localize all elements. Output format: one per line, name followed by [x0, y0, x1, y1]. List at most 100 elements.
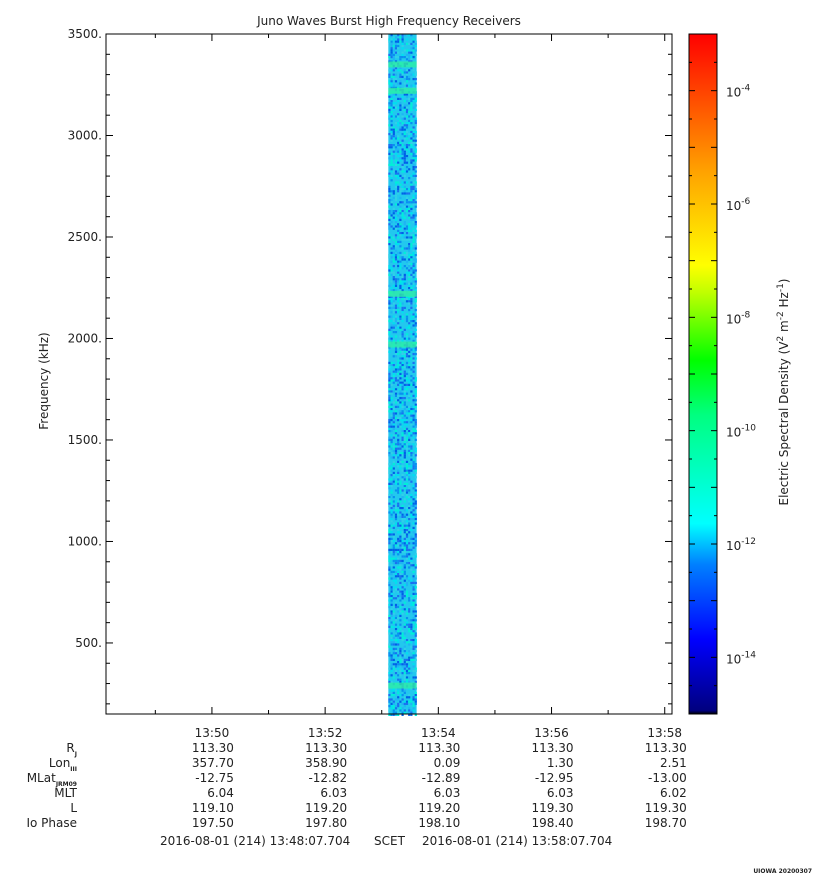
heatmap-cell	[388, 368, 391, 371]
heatmap-cell	[414, 298, 417, 301]
heatmap-cell	[408, 465, 411, 468]
heatmap-cell	[412, 262, 415, 265]
heatmap-cell	[399, 658, 402, 661]
heatmap-cell	[412, 348, 415, 351]
ephemeris-value: -12.89	[422, 771, 461, 785]
heatmap-cell	[399, 218, 402, 221]
heatmap-cell	[408, 111, 411, 114]
heatmap-cell	[390, 392, 393, 395]
heatmap-cell	[405, 443, 409, 446]
heatmap-cell	[397, 359, 400, 362]
heatmap-cell	[410, 326, 413, 329]
heatmap-cell	[403, 254, 406, 257]
heatmap-cell	[405, 108, 409, 111]
heatmap-cell	[414, 614, 417, 617]
heatmap-cell	[388, 546, 391, 549]
heatmap-cell	[399, 412, 402, 415]
heatmap-cell	[414, 49, 417, 52]
heatmap-cell	[394, 56, 398, 59]
heatmap-cell	[390, 588, 393, 591]
heatmap-cell	[390, 201, 393, 204]
heatmap-cell	[392, 414, 395, 417]
heatmap-cell	[403, 251, 406, 254]
heatmap-cell	[392, 238, 395, 241]
heatmap-cell	[414, 449, 417, 452]
heatmap-cell	[408, 265, 411, 268]
heatmap-cell	[399, 511, 402, 514]
heatmap-cell	[399, 535, 402, 538]
heatmap-cell	[408, 188, 411, 191]
heatmap-cell	[408, 566, 411, 569]
heatmap-cell	[405, 361, 409, 364]
heatmap-cell	[414, 243, 417, 246]
heatmap-cell	[414, 71, 417, 74]
heatmap-cell	[408, 672, 411, 675]
colorbar-label-exp2: -2	[776, 311, 786, 320]
heatmap-cell	[394, 416, 398, 419]
heatmap-cell	[399, 240, 402, 243]
heatmap-cell	[390, 269, 393, 272]
heatmap-cell	[408, 227, 411, 230]
heatmap-cell	[410, 597, 413, 600]
heatmap-cell	[388, 599, 391, 602]
heatmap-cell	[403, 282, 406, 285]
heatmap-cell	[412, 181, 415, 184]
heatmap-cell	[403, 221, 406, 224]
heatmap-cell	[392, 320, 395, 323]
heatmap-cell	[408, 502, 411, 505]
heatmap-cell	[390, 416, 393, 419]
heatmap-cell	[388, 188, 391, 191]
heatmap-cell	[390, 390, 393, 393]
heatmap-cell	[397, 225, 400, 228]
heatmap-cell	[405, 282, 409, 285]
heatmap-cell	[403, 366, 406, 369]
heatmap-cell	[403, 375, 406, 378]
heatmap-cell	[390, 610, 393, 613]
heatmap-cell	[410, 141, 413, 144]
heatmap-cell	[414, 654, 417, 657]
heatmap-cell	[392, 45, 395, 48]
heatmap-cell	[390, 34, 393, 37]
heatmap-cell	[403, 159, 406, 162]
heatmap-cell	[414, 537, 417, 540]
heatmap-cell	[397, 353, 400, 356]
heatmap-cell	[397, 324, 400, 327]
heatmap-cell	[403, 388, 406, 391]
heatmap-cell	[401, 333, 404, 336]
heatmap-cell	[388, 696, 391, 699]
heatmap-cell	[397, 135, 400, 138]
heatmap-cell	[408, 469, 411, 472]
heatmap-cell	[403, 34, 406, 37]
heatmap-cell	[401, 212, 404, 215]
heatmap-cell	[405, 111, 409, 114]
heatmap-cell	[390, 537, 393, 540]
heatmap-cell	[399, 573, 402, 576]
heatmap-cell	[399, 592, 402, 595]
heatmap-cell	[394, 542, 398, 545]
heatmap-cell	[412, 487, 415, 490]
heatmap-cell	[388, 320, 391, 323]
heatmap-cell	[394, 249, 398, 252]
heatmap-cell	[412, 577, 415, 580]
heatmap-cell	[399, 700, 402, 703]
heatmap-cell	[399, 188, 402, 191]
heatmap-cell	[412, 247, 415, 250]
heatmap-cell	[399, 144, 402, 147]
heatmap-cell	[399, 663, 402, 666]
heatmap-cell	[390, 564, 393, 567]
heatmap-cell	[412, 157, 415, 160]
heatmap-cell	[392, 625, 395, 628]
heatmap-cell	[403, 619, 406, 622]
heatmap-cell	[408, 119, 411, 122]
heatmap-cell	[390, 702, 393, 705]
heatmap-cell	[388, 485, 391, 488]
heatmap-cell	[397, 45, 400, 48]
heatmap-cell	[410, 623, 413, 626]
heatmap-cell	[397, 372, 400, 375]
heatmap-cell	[410, 430, 413, 433]
heatmap-cell	[397, 38, 400, 41]
heatmap-cell	[410, 137, 413, 140]
heatmap-cell	[412, 315, 415, 318]
heatmap-cell	[401, 504, 404, 507]
heatmap-cell	[405, 38, 409, 41]
